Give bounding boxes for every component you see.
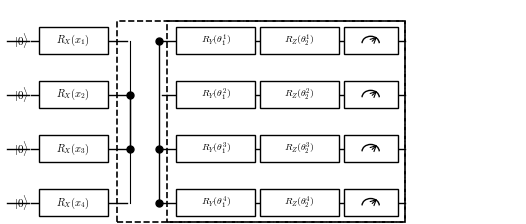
Bar <box>177 190 255 216</box>
Bar <box>177 27 255 54</box>
Text: $|0\rangle$: $|0\rangle$ <box>14 194 29 212</box>
Text: $R_Z(\theta_2^2)$: $R_Z(\theta_2^2)$ <box>284 87 315 103</box>
Text: $R_X(x_1)$: $R_X(x_1)$ <box>56 33 90 48</box>
Bar <box>39 27 108 54</box>
Bar <box>260 81 339 108</box>
Bar <box>343 190 398 216</box>
Bar <box>39 190 108 216</box>
Bar <box>177 135 255 162</box>
Bar <box>39 135 108 162</box>
Text: $R_Z(\theta_2^3)$: $R_Z(\theta_2^3)$ <box>284 141 315 157</box>
Text: $R_X(x_2)$: $R_X(x_2)$ <box>56 87 90 102</box>
Text: $|0\rangle$: $|0\rangle$ <box>14 85 29 104</box>
Bar <box>260 27 339 54</box>
Bar <box>167 21 405 222</box>
Text: $R_Y(\theta_1^4)$: $R_Y(\theta_1^4)$ <box>201 195 231 211</box>
Bar <box>260 135 339 162</box>
Bar <box>117 21 405 222</box>
Bar <box>343 27 398 54</box>
Text: $R_Y(\theta_1^3)$: $R_Y(\theta_1^3)$ <box>201 141 231 157</box>
Text: $R_Z(\theta_2^1)$: $R_Z(\theta_2^1)$ <box>284 33 315 49</box>
Bar <box>343 81 398 108</box>
Text: $R_Y(\theta_1^2)$: $R_Y(\theta_1^2)$ <box>201 87 231 103</box>
Text: $R_X(x_4)$: $R_X(x_4)$ <box>56 195 90 211</box>
Text: $R_X(x_3)$: $R_X(x_3)$ <box>56 141 90 157</box>
Bar <box>343 135 398 162</box>
Text: $R_Z(\theta_2^4)$: $R_Z(\theta_2^4)$ <box>284 195 315 211</box>
Text: $|0\rangle$: $|0\rangle$ <box>14 31 29 50</box>
Bar <box>260 190 339 216</box>
Text: $R_Y(\theta_1^1)$: $R_Y(\theta_1^1)$ <box>201 33 231 49</box>
Text: $|0\rangle$: $|0\rangle$ <box>14 139 29 158</box>
Bar <box>39 81 108 108</box>
Bar <box>177 81 255 108</box>
